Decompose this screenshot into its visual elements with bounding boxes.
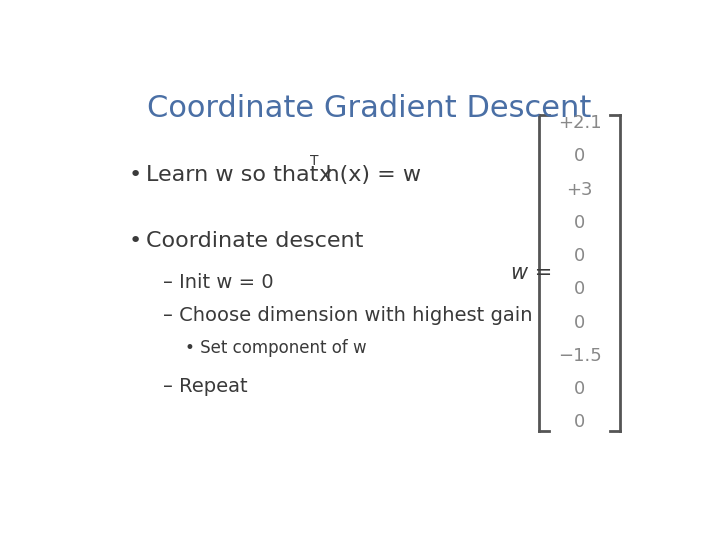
Text: −1.5: −1.5: [558, 347, 601, 365]
Text: – Choose dimension with highest gain: – Choose dimension with highest gain: [163, 306, 532, 325]
Text: 0: 0: [574, 314, 585, 332]
Text: – Repeat: – Repeat: [163, 377, 247, 396]
Text: Coordinate Gradient Descent: Coordinate Gradient Descent: [147, 94, 591, 123]
Text: – Init w = 0: – Init w = 0: [163, 273, 273, 292]
Text: 0: 0: [574, 147, 585, 165]
Text: x: x: [319, 165, 332, 185]
Text: •: •: [129, 165, 143, 185]
Text: •: •: [129, 231, 143, 251]
Text: Learn w so that h(x) = w: Learn w so that h(x) = w: [145, 165, 421, 185]
Text: T: T: [310, 154, 319, 168]
Text: 0: 0: [574, 247, 585, 265]
Text: +3: +3: [567, 180, 593, 199]
Text: 0: 0: [574, 214, 585, 232]
Text: • Set component of w: • Set component of w: [185, 339, 366, 357]
Text: +2.1: +2.1: [558, 114, 601, 132]
Text: w =: w =: [511, 262, 552, 283]
Text: 0: 0: [574, 414, 585, 431]
Text: 0: 0: [574, 380, 585, 398]
Text: Coordinate descent: Coordinate descent: [145, 231, 363, 251]
Text: 0: 0: [574, 280, 585, 298]
